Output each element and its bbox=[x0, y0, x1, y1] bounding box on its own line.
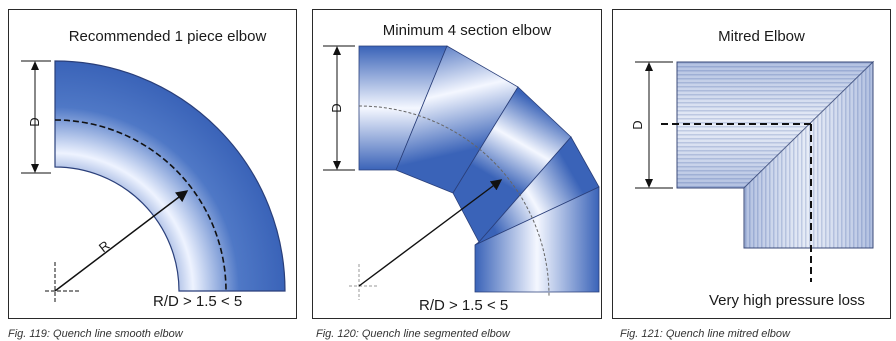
figure-mitred-elbow: D Mitred Elbow Very high pressure loss bbox=[612, 9, 891, 319]
smooth-elbow-pipe bbox=[54, 60, 286, 292]
centerline bbox=[358, 105, 550, 297]
centerline bbox=[54, 119, 227, 292]
figure-caption: Fig. 119: Quench line smooth elbow bbox=[8, 328, 183, 340]
radius-arrow bbox=[54, 190, 189, 292]
figure-caption: Fig. 120: Quench line segmented elbow bbox=[316, 328, 510, 340]
ratio-formula: R/D > 1.5 < 5 bbox=[153, 293, 243, 310]
ratio-formula: R/D > 1.5 < 5 bbox=[419, 297, 509, 314]
radius-arrow bbox=[358, 179, 503, 287]
figure-title: Recommended 1 piece elbow bbox=[68, 28, 267, 45]
mitred-elbow-pipe bbox=[676, 60, 875, 249]
mitred-elbow-diagram: D bbox=[630, 60, 875, 282]
figure-segmented-elbow: D Minimum 4 section elbow R/D > 1.5 < 5 bbox=[312, 9, 602, 319]
pressure-loss-note: Very high pressure loss bbox=[709, 292, 865, 309]
elbow-segments bbox=[358, 45, 600, 293]
radius-label: R bbox=[96, 238, 113, 256]
figure-smooth-elbow: D R Recommended 1 piece elbow R/D > 1.5 … bbox=[8, 9, 297, 319]
figure-title: Mitred Elbow bbox=[718, 28, 805, 45]
figure-caption: Fig. 121: Quench line mitred elbow bbox=[620, 328, 790, 340]
segmented-elbow-diagram: D bbox=[323, 45, 600, 300]
figure-title: Minimum 4 section elbow bbox=[382, 22, 552, 39]
smooth-elbow-diagram: D R bbox=[21, 60, 286, 304]
d-dimension-label: D bbox=[27, 117, 42, 126]
d-dimension-label: D bbox=[329, 103, 344, 112]
d-dimension-label: D bbox=[630, 120, 645, 129]
